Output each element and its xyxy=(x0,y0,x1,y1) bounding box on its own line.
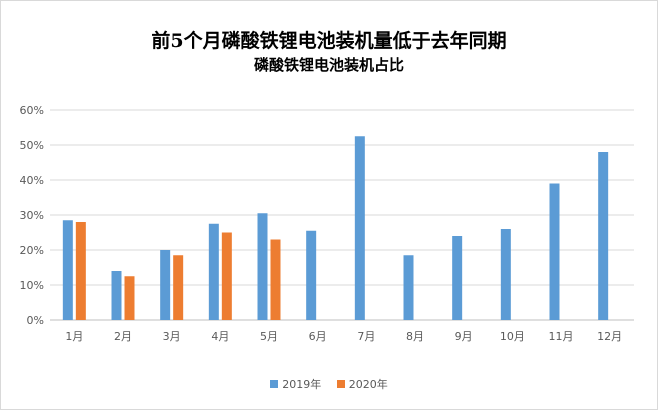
y-tick-label: 30% xyxy=(20,209,44,222)
x-tick-label: 10月 xyxy=(500,330,525,343)
bar-2019年-10月 xyxy=(500,229,511,320)
bar-2020年-3月 xyxy=(173,255,184,320)
bar-2019年-3月 xyxy=(160,250,171,320)
bar-2019年-4月 xyxy=(208,223,219,320)
y-tick-label: 40% xyxy=(20,174,44,187)
x-tick-label: 3月 xyxy=(163,330,181,343)
x-tick-label: 7月 xyxy=(357,330,375,343)
bar-2019年-11月 xyxy=(549,183,560,320)
y-tick-label: 60% xyxy=(20,104,44,117)
chart-title: 前5个月磷酸铁锂电池装机量低于去年同期 xyxy=(151,30,507,52)
chart-subtitle: 磷酸铁锂电池装机占比 xyxy=(253,56,404,74)
bar-2020年-1月 xyxy=(75,222,86,320)
bar-2019年-12月 xyxy=(598,152,609,320)
bar-2019年-5月 xyxy=(257,213,268,320)
legend: 2019年 2020年 xyxy=(0,376,658,392)
bar-2019年-1月 xyxy=(62,220,73,320)
x-tick-label: 1月 xyxy=(65,330,83,343)
bar-2019年-7月 xyxy=(354,136,365,320)
y-tick-label: 50% xyxy=(20,139,44,152)
x-tick-label: 9月 xyxy=(455,330,473,343)
x-tick-label: 11月 xyxy=(549,330,574,343)
bar-2019年-8月 xyxy=(403,255,414,320)
legend-item-2019: 2019年 xyxy=(270,376,321,392)
bar-2019年-9月 xyxy=(452,236,463,320)
legend-item-2020: 2020年 xyxy=(336,376,388,392)
y-tick-label: 10% xyxy=(20,279,44,292)
x-tick-label: 5月 xyxy=(260,330,278,343)
bar-2020年-5月 xyxy=(270,239,281,320)
x-tick-label: 6月 xyxy=(309,330,327,343)
y-tick-label: 20% xyxy=(20,244,44,257)
bar-2019年-6月 xyxy=(306,230,317,320)
bar-2020年-2月 xyxy=(124,276,135,320)
x-tick-label: 8月 xyxy=(406,330,424,343)
legend-label-2020: 2020年 xyxy=(348,378,388,391)
y-tick-label: 0% xyxy=(27,314,44,327)
bar-2020年-4月 xyxy=(221,232,232,320)
x-tick-label: 12月 xyxy=(597,330,622,343)
legend-swatch-2019 xyxy=(270,380,279,388)
x-tick-label: 4月 xyxy=(211,330,229,343)
x-tick-label: 2月 xyxy=(114,330,132,343)
legend-swatch-2020 xyxy=(336,380,345,388)
legend-label-2019: 2019年 xyxy=(282,378,322,391)
bar-2019年-2月 xyxy=(111,271,122,320)
